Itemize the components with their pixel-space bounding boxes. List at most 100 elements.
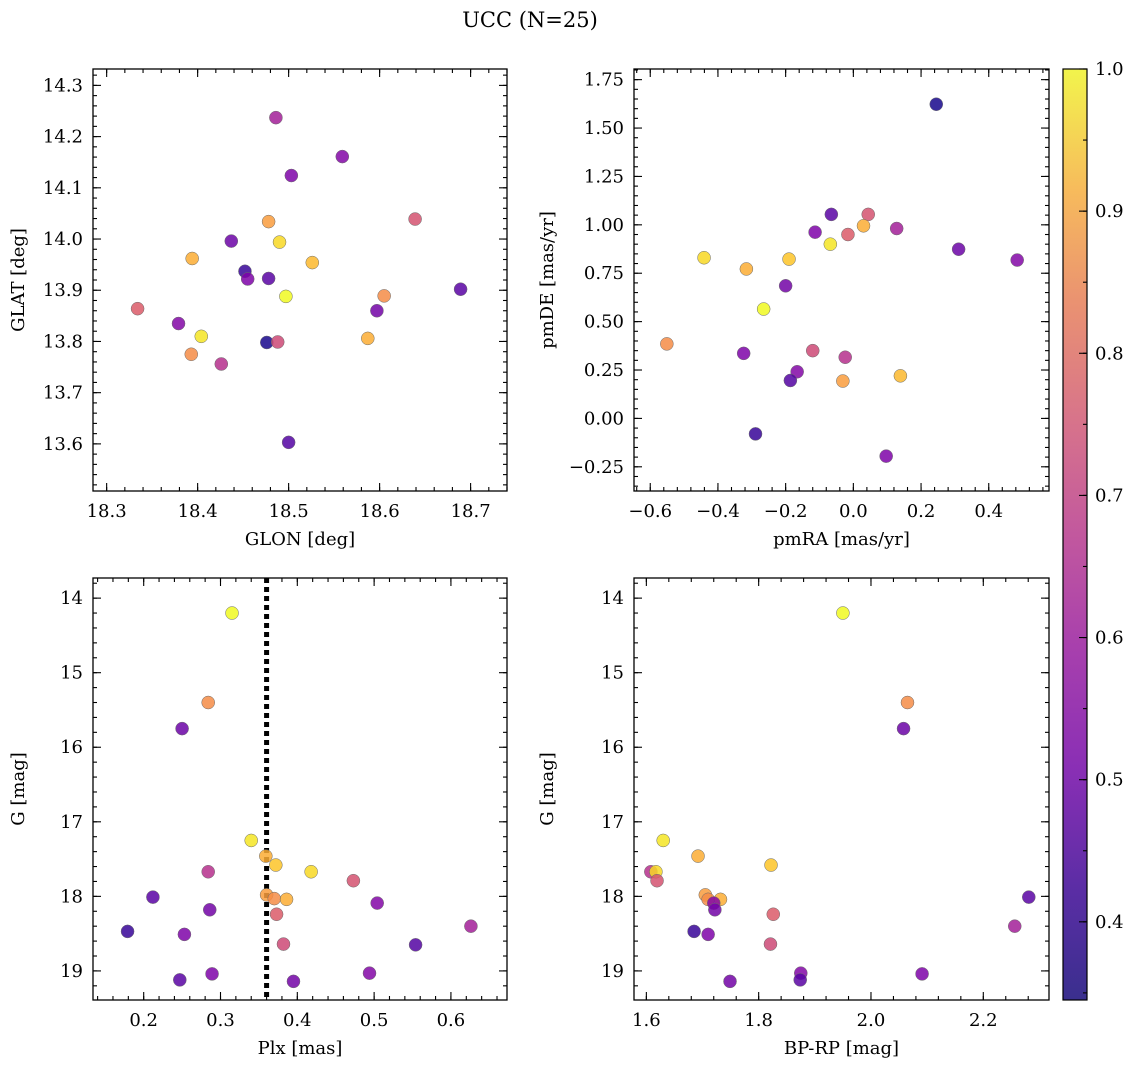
data-point [267, 891, 282, 906]
data-point [748, 427, 763, 441]
y-tick-label: 17 [601, 812, 624, 833]
data-point [305, 255, 320, 270]
data-point [270, 335, 285, 349]
subplot-2: −0.6 −0.4 −0.2 0.0 0.2 0.4 −0.25 0.00 0.25 0.50 0.… [537, 68, 1050, 550]
data-point [194, 329, 209, 344]
y-tick-label: 14 [601, 588, 624, 609]
data-point [889, 221, 904, 236]
data-point [361, 331, 375, 346]
data-point [346, 873, 361, 888]
y-tick-label: 16 [601, 737, 624, 758]
data-point [279, 289, 293, 304]
data-point [687, 924, 701, 939]
data-point [269, 858, 283, 872]
y-tick-label: 0.25 [584, 360, 624, 381]
data-point [723, 974, 737, 989]
data-point [841, 227, 855, 242]
x-tick-label: 18.3 [87, 501, 127, 522]
data-point [171, 316, 186, 331]
data-point [782, 252, 796, 266]
data-point [896, 721, 911, 736]
colorbar-tick-label: 0.7 [1095, 485, 1124, 506]
y-tick-label: 14.2 [43, 127, 83, 148]
data-point [808, 225, 822, 239]
y-tick-label: 0.50 [584, 312, 624, 333]
y-tick-label: −0.25 [569, 457, 624, 478]
data-point [202, 903, 217, 917]
x-tick-label: 0.0 [839, 501, 868, 522]
colorbar-gradient [1062, 68, 1088, 1001]
data-point [279, 892, 294, 907]
data-point [205, 967, 219, 981]
y-axis-label: G [mag] [8, 752, 29, 825]
y-tick-label: 15 [601, 663, 624, 684]
y-tick-label: 0.00 [584, 408, 624, 429]
x-axis-label: BP-RP [mag] [784, 1038, 899, 1059]
x-tick-label: 1.8 [744, 1010, 773, 1031]
data-point [304, 865, 318, 879]
data-point [370, 896, 384, 910]
data-point [201, 865, 215, 879]
data-point [660, 337, 674, 351]
subplot-1: 18.3 18.4 18.5 18.6 18.7 13.6 13.7 13.8 13.9 14.0… [8, 68, 508, 550]
data-point [929, 97, 944, 111]
x-tick-label: 2.0 [857, 1010, 886, 1031]
y-tick-label: 14.1 [43, 178, 83, 199]
data-point [408, 938, 423, 952]
data-point [261, 271, 276, 286]
data-point [120, 924, 135, 939]
y-axis-label: G [mag] [537, 752, 558, 825]
y-axis-label: pmDE [mas/yr] [537, 211, 558, 349]
data-point [464, 919, 478, 933]
data-point [697, 250, 711, 265]
data-point [281, 435, 296, 450]
y-tick-label: 1.75 [584, 70, 624, 91]
y-tick-label: 0.75 [584, 263, 624, 284]
x-axis-label: pmRA [mas/yr] [773, 529, 910, 550]
data-point [362, 966, 377, 980]
x-tick-label: 18.7 [451, 501, 491, 522]
x-tick-label: 0.3 [206, 1010, 235, 1031]
data-point [701, 927, 715, 942]
data-point [276, 937, 291, 951]
x-tick-label: 18.5 [269, 501, 309, 522]
data-point [335, 149, 350, 164]
data-point [201, 695, 215, 710]
data-point [805, 343, 820, 358]
data-point [1010, 253, 1024, 267]
y-tick-label: 18 [601, 886, 624, 907]
data-point [766, 907, 781, 922]
data-point [763, 937, 778, 951]
data-point [184, 347, 199, 362]
data-point [146, 890, 160, 904]
y-tick-label: 13.7 [43, 383, 83, 404]
data-point [408, 212, 422, 226]
data-point [286, 974, 301, 989]
x-axis-label: GLON [deg] [245, 529, 355, 550]
colorbar: 0.4 0.5 0.6 0.7 0.8 0.9 1.0 [1062, 59, 1124, 1001]
y-tick-label: 13.8 [43, 331, 83, 352]
data-point [861, 207, 875, 222]
y-tick-label: 19 [60, 961, 83, 982]
colorbar-tick-label: 0.4 [1095, 912, 1124, 933]
data-point [879, 449, 893, 463]
y-tick-label: 13.6 [43, 434, 83, 455]
data-point [284, 168, 299, 183]
data-point [185, 251, 199, 266]
y-tick-label: 19 [601, 961, 624, 982]
data-point [778, 279, 793, 293]
y-tick-label: 1.50 [584, 118, 624, 139]
x-tick-label: 0.4 [283, 1010, 312, 1031]
data-point [836, 606, 850, 620]
data-point [269, 110, 283, 125]
x-axis-label: Plx [mas] [258, 1038, 343, 1059]
axes-frame [633, 577, 1050, 1001]
y-tick-label: 17 [60, 812, 83, 833]
data-point [177, 927, 192, 942]
y-tick-label: 15 [60, 663, 83, 684]
data-point [244, 833, 258, 848]
data-point [836, 374, 850, 388]
data-point [175, 721, 189, 736]
data-point [708, 903, 722, 917]
